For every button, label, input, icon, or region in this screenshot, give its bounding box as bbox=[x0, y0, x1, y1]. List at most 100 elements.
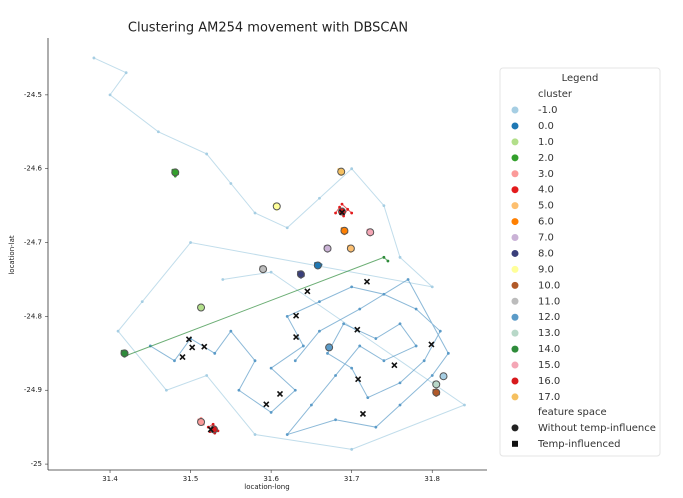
legend-label: 3.0 bbox=[538, 169, 554, 180]
point bbox=[358, 307, 362, 311]
legend-label: Without temp-influence bbox=[538, 423, 656, 434]
point bbox=[310, 403, 313, 407]
legend-label: -1.0 bbox=[538, 105, 558, 116]
x-tick-label: 31.6 bbox=[263, 475, 279, 483]
point bbox=[382, 292, 386, 296]
centroid bbox=[346, 244, 355, 253]
point bbox=[156, 130, 160, 134]
chart-title: Clustering AM254 movement with DBSCAN bbox=[128, 21, 408, 36]
centroid bbox=[340, 226, 349, 235]
legend-label: 6.0 bbox=[538, 217, 554, 228]
point bbox=[108, 93, 112, 97]
temp-marker bbox=[263, 401, 270, 408]
temp-marker bbox=[363, 278, 371, 285]
legend-heading: cluster bbox=[538, 89, 573, 100]
legend-swatch bbox=[511, 313, 519, 321]
point bbox=[173, 359, 176, 363]
legend-label: 5.0 bbox=[538, 201, 554, 212]
point bbox=[350, 167, 354, 171]
point bbox=[285, 226, 289, 230]
legend-swatch bbox=[511, 297, 519, 305]
y-tick-label: -24.5 bbox=[24, 91, 42, 99]
point bbox=[398, 322, 402, 326]
legend-title: Legend bbox=[562, 73, 599, 84]
point bbox=[301, 344, 305, 348]
legend-label: 13.0 bbox=[538, 328, 560, 339]
track-line bbox=[150, 278, 449, 436]
point bbox=[140, 300, 144, 304]
temp-marker bbox=[391, 362, 398, 369]
legend-label: 9.0 bbox=[538, 264, 554, 275]
y-tick-label: -24.6 bbox=[24, 165, 43, 173]
point bbox=[221, 278, 225, 281]
point bbox=[374, 337, 378, 340]
centroid bbox=[323, 244, 332, 253]
point bbox=[382, 359, 386, 363]
track-line bbox=[93, 57, 466, 450]
point bbox=[253, 359, 257, 363]
point bbox=[285, 433, 289, 436]
temp-marker bbox=[428, 341, 435, 348]
point bbox=[189, 241, 192, 244]
point bbox=[350, 211, 354, 215]
legend-swatch bbox=[512, 440, 518, 447]
centroid bbox=[259, 265, 268, 274]
y-tick-label: -24.7 bbox=[24, 239, 42, 247]
legend-swatch bbox=[511, 361, 519, 369]
point bbox=[398, 381, 402, 385]
legend-label: 10.0 bbox=[538, 280, 560, 291]
legend-swatch bbox=[511, 424, 519, 432]
point bbox=[211, 422, 215, 426]
legend-swatch bbox=[511, 281, 519, 289]
centroid bbox=[325, 343, 334, 352]
point bbox=[398, 403, 402, 407]
legend-swatch bbox=[511, 377, 519, 385]
legend-swatch bbox=[511, 106, 519, 114]
point bbox=[293, 359, 297, 363]
x-tick-label: 31.5 bbox=[183, 475, 199, 483]
legend-label: 16.0 bbox=[538, 376, 560, 387]
legend-label: 1.0 bbox=[538, 137, 554, 148]
temp-marker bbox=[207, 426, 214, 433]
point bbox=[205, 374, 209, 377]
y-tick-label: -25 bbox=[31, 460, 42, 468]
point bbox=[334, 374, 337, 377]
point bbox=[124, 71, 128, 75]
centroid bbox=[296, 270, 305, 279]
point bbox=[293, 388, 297, 392]
point bbox=[165, 388, 168, 392]
legend-swatch bbox=[511, 393, 519, 401]
x-tick-label: 31.8 bbox=[424, 475, 440, 483]
temp-marker bbox=[359, 410, 367, 417]
centroid bbox=[432, 388, 441, 397]
temp-marker bbox=[185, 336, 193, 343]
point bbox=[92, 56, 96, 60]
x-axis-label: location-long bbox=[244, 483, 289, 491]
point bbox=[386, 259, 390, 263]
temp-marker bbox=[179, 353, 186, 361]
legend-heading: feature space bbox=[538, 407, 607, 418]
y-axis-label: location-lat bbox=[8, 235, 16, 275]
legend-swatch bbox=[511, 154, 519, 162]
point bbox=[398, 255, 402, 259]
legend-swatch bbox=[511, 186, 519, 194]
centroid bbox=[432, 380, 441, 389]
point bbox=[229, 329, 233, 333]
point bbox=[229, 182, 233, 185]
legend-label: Temp-influenced bbox=[537, 439, 621, 450]
legend-swatch bbox=[511, 202, 519, 210]
point bbox=[318, 196, 321, 200]
legend-label: 12.0 bbox=[538, 312, 560, 323]
point bbox=[326, 351, 329, 355]
legend-box bbox=[499, 67, 661, 457]
point bbox=[382, 204, 386, 208]
temp-marker bbox=[276, 390, 284, 398]
point bbox=[406, 278, 410, 281]
point bbox=[374, 425, 378, 429]
legend-swatch bbox=[511, 218, 519, 226]
temp-marker bbox=[355, 376, 362, 383]
point bbox=[414, 344, 418, 348]
temp-marker bbox=[189, 344, 196, 351]
centroid bbox=[171, 168, 180, 177]
